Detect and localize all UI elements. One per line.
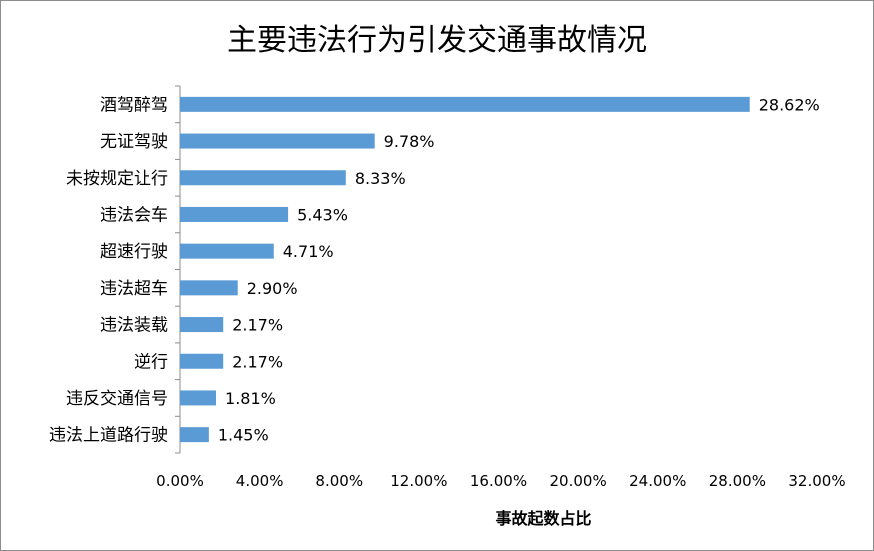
data-label: 9.78%	[384, 132, 435, 151]
category-label: 超速行驶	[100, 242, 168, 262]
category-label: 违法会车	[100, 205, 168, 225]
category-label: 未按规定让行	[66, 169, 168, 189]
category-label: 违法装载	[100, 316, 168, 336]
category-label: 酒驾醉驾	[100, 95, 168, 115]
x-tick-label: 32.00%	[788, 472, 845, 490]
data-label: 2.17%	[232, 352, 283, 371]
x-tick-label: 24.00%	[629, 472, 686, 490]
x-tick-label: 20.00%	[550, 472, 607, 490]
category-label: 违法上道路行驶	[49, 426, 168, 446]
category-label: 违反交通信号	[66, 389, 168, 409]
category-label: 无证驾驶	[100, 132, 168, 152]
x-axis-title: 事故起数占比	[495, 509, 591, 528]
bar	[180, 353, 224, 369]
x-tick-label: 8.00%	[315, 472, 363, 490]
data-label: 1.45%	[218, 426, 269, 445]
x-tick-label: 0.00%	[156, 472, 204, 490]
category-label: 逆行	[134, 352, 168, 372]
bar	[180, 317, 224, 333]
bar	[180, 390, 217, 406]
bar	[180, 243, 274, 259]
data-label: 4.71%	[283, 242, 334, 261]
category-label: 违法超车	[100, 279, 168, 299]
bar	[180, 96, 750, 112]
data-label: 2.90%	[247, 279, 298, 298]
data-label: 28.62%	[759, 95, 820, 114]
bar	[180, 280, 238, 296]
x-tick-label: 16.00%	[470, 472, 527, 490]
bar	[180, 206, 289, 222]
data-label: 5.43%	[297, 205, 348, 224]
x-tick-label: 28.00%	[709, 472, 766, 490]
data-label: 1.81%	[225, 389, 276, 408]
chart-title: 主要违法行为引发交通事故情况	[227, 23, 647, 58]
data-label: 2.17%	[232, 316, 283, 335]
bar	[180, 133, 375, 149]
bar	[180, 170, 346, 186]
data-label: 8.33%	[355, 169, 406, 188]
x-tick-label: 12.00%	[390, 472, 447, 490]
bar	[180, 427, 209, 443]
x-tick-label: 4.00%	[236, 472, 284, 490]
